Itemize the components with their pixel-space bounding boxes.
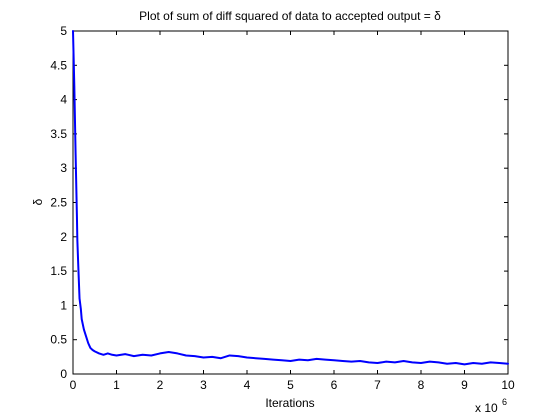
x-tick-label: 4 bbox=[244, 378, 251, 392]
y-tick-label: 1.5 bbox=[50, 264, 67, 278]
x-axis-label: Iterations bbox=[265, 396, 314, 410]
x-tick-label: 5 bbox=[287, 378, 294, 392]
x-tick-label: 8 bbox=[418, 378, 425, 392]
x-tick-label: 6 bbox=[331, 378, 338, 392]
x-multiplier-label: x 10 6 bbox=[475, 397, 507, 415]
x-tick-label: 0 bbox=[70, 378, 77, 392]
y-tick-label: 2.5 bbox=[50, 196, 67, 210]
series-line bbox=[72, 30, 509, 366]
plot-area bbox=[72, 30, 509, 375]
series-layer bbox=[72, 30, 509, 366]
x-ticks: 0 1 2 3 4 5 6 7 8 9 10 bbox=[70, 31, 515, 392]
y-tick-label: 4 bbox=[60, 93, 67, 107]
y-tick-label: 3 bbox=[60, 161, 67, 175]
y-tick-label: 4.5 bbox=[50, 58, 67, 72]
x-multiplier-base: x 10 bbox=[475, 401, 498, 415]
chart-title: Plot of sum of diff squared of data to a… bbox=[139, 9, 441, 23]
y-tick-label: 1 bbox=[60, 298, 67, 312]
y-tick-label: 5 bbox=[60, 24, 67, 38]
x-multiplier-exponent: 6 bbox=[502, 397, 507, 407]
y-axis-label: δ bbox=[31, 198, 45, 205]
y-tick-label: 0 bbox=[60, 367, 67, 381]
y-ticks: 0 0.5 1 1.5 2 2.5 3 3.5 4 4.5 5 bbox=[50, 24, 508, 381]
x-tick-label: 1 bbox=[113, 378, 120, 392]
x-tick-label: 7 bbox=[374, 378, 381, 392]
x-tick-label: 9 bbox=[461, 378, 468, 392]
x-tick-label: 2 bbox=[157, 378, 164, 392]
x-tick-label: 3 bbox=[200, 378, 207, 392]
y-tick-label: 0.5 bbox=[50, 333, 67, 347]
y-tick-label: 3.5 bbox=[50, 127, 67, 141]
x-tick-label: 10 bbox=[501, 378, 515, 392]
y-tick-label: 2 bbox=[60, 230, 67, 244]
